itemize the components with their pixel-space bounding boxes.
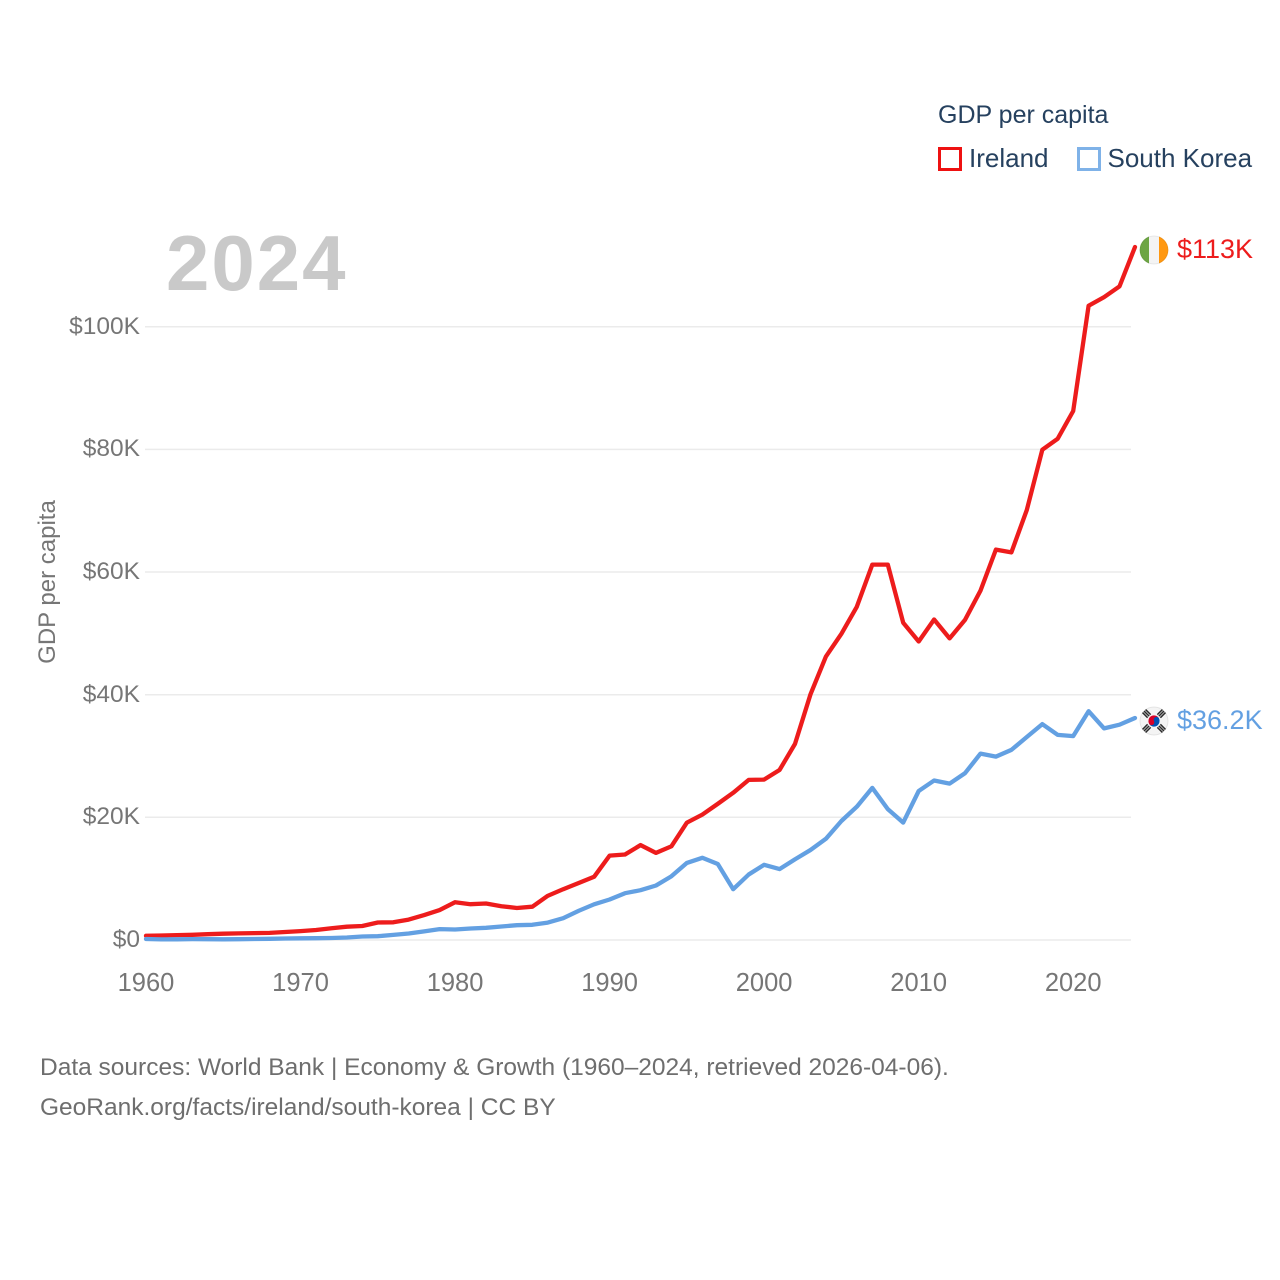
x-tick-label: 2010 [890,969,948,997]
y-tick-label: $40K [82,680,140,708]
y-tick-label: $60K [82,558,140,586]
y-tick-label: $80K [82,435,140,463]
legend-items: Ireland South Korea [938,143,1252,174]
series-line-ireland [143,244,1138,938]
year-watermark: 2024 [166,219,348,307]
south-korea-end-label: $36.2K [1139,705,1263,736]
y-tick-label: $0 [112,926,140,953]
series-line-south-korea [143,709,1138,942]
x-tick-label: 1970 [272,969,329,997]
south-korea-flag-icon [1139,706,1169,736]
legend-title: GDP per capita [938,101,1109,129]
y-tick-label: $100K [69,312,140,340]
x-tick-label: 2020 [1044,969,1102,997]
legend: GDP per capita Ireland South Korea [938,101,1252,174]
x-tick-label: 1990 [581,969,638,997]
footer-attribution-line: GeoRank.org/facts/ireland/south-korea | … [40,1094,556,1121]
south-korea-end-value: $36.2K [1177,705,1263,736]
legend-label-south-korea: South Korea [1107,143,1253,173]
ireland-end-label: $113K [1139,234,1254,265]
x-tick-label: 2000 [735,969,793,997]
legend-item-ireland[interactable]: Ireland [938,143,1049,174]
ireland-end-value: $113K [1177,234,1254,265]
legend-item-south-korea[interactable]: South Korea [1076,143,1253,174]
ireland-swatch-icon [938,146,962,171]
y-tick-label: $20K [82,803,140,831]
footer: Data sources: World Bank | Economy & Gro… [40,1048,949,1128]
legend-label-ireland: Ireland [969,143,1049,173]
x-tick-label: 1980 [426,969,484,997]
footer-sources-line: Data sources: World Bank | Economy & Gro… [40,1054,949,1081]
x-tick-label: 1960 [117,969,175,997]
south-korea-swatch-icon [1076,146,1101,171]
ireland-flag-icon [1139,235,1169,265]
